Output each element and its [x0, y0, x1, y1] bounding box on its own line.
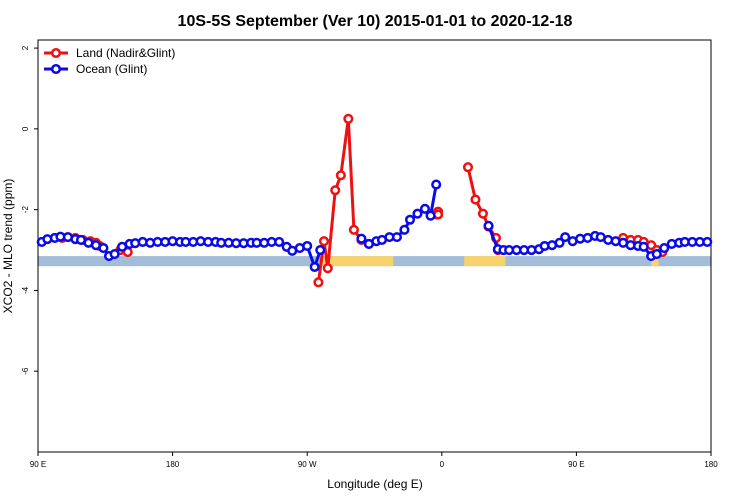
data-point-0-5-2 — [477, 208, 488, 219]
data-point-1-1-7 — [404, 214, 416, 225]
data-point-1-2-25 — [659, 242, 670, 254]
x-tick-label-2: 90 W — [298, 460, 317, 469]
data-point-1-1-0 — [356, 233, 367, 244]
data-point-0-2-6 — [348, 224, 359, 235]
land-band-1 — [464, 256, 506, 267]
chart-title: 10S-5S September (Ver 10) 2015-01-01 to … — [178, 13, 573, 30]
plot-frame — [37, 39, 712, 453]
land-band-0 — [322, 256, 394, 267]
data-point-1-0-34 — [274, 236, 285, 248]
y-axis: 2 0 -2 -4 -6 — [21, 45, 38, 375]
data-point-0-5-0 — [462, 162, 474, 173]
y-tick-label-3: -4 — [21, 286, 30, 294]
legend-label-1: Ocean (Glint) — [76, 62, 147, 76]
legend-marker-0 — [50, 47, 62, 59]
x-tick-label-0: 90 E — [30, 460, 46, 469]
data-point-1-2-31 — [702, 236, 713, 248]
y-tick-label-1: 0 — [21, 126, 30, 131]
data-point-1-0-11 — [109, 249, 120, 260]
y-tick-label-4: -6 — [21, 367, 30, 375]
x-tick-label-1: 180 — [166, 460, 180, 469]
data-point-1-1-5 — [391, 232, 402, 243]
x-axis: 90 E 180 90 W 0 90 E 180 — [30, 452, 718, 469]
data-point-1-1-11 — [431, 179, 442, 190]
x-tick-label-3: 0 — [440, 460, 445, 469]
legend-label-0: Land (Nadir&Glint) — [76, 46, 175, 60]
data-point-1-1-10 — [425, 210, 436, 221]
data-point-1-2-11 — [560, 232, 571, 243]
data-point-0-2-5 — [343, 113, 354, 124]
y-axis-label: XCO2 - MLO trend (ppm) — [1, 179, 15, 314]
y-tick-label-2: -2 — [21, 206, 30, 214]
data-point-1-0-39 — [309, 261, 320, 273]
data-point-0-2-4 — [335, 170, 346, 181]
legend-marker-1 — [50, 63, 62, 75]
data-point-1-2-24 — [651, 249, 662, 260]
data-point-1-2-10 — [554, 237, 565, 248]
data-point-0-2-3 — [330, 185, 341, 196]
y-tick-label-0: 2 — [21, 45, 30, 50]
data-point-1-2-0 — [483, 220, 494, 231]
legend: Land (Nadir&Glint) Ocean (Glint) — [44, 46, 175, 76]
data-point-1-1-6 — [399, 224, 410, 235]
data-point-1-1-9 — [419, 203, 431, 214]
series-ocean — [36, 179, 713, 273]
data-point-1-0-40 — [315, 244, 326, 256]
data-point-1-2-22 — [638, 241, 649, 252]
data-point-1-0-9 — [98, 242, 109, 254]
data-point-0-5-1 — [470, 194, 481, 205]
surface-band — [38, 256, 711, 267]
data-point-1-0-38 — [302, 240, 313, 252]
series-layer — [36, 113, 713, 288]
x-axis-label: Longitude (deg E) — [327, 477, 422, 491]
data-point-1-1-8 — [412, 208, 423, 219]
land-band-2 — [651, 256, 659, 267]
data-point-0-2-2 — [322, 263, 333, 274]
x-tick-label-4: 90 E — [568, 460, 584, 469]
data-point-0-2-0 — [313, 277, 324, 288]
x-tick-label-5: 180 — [704, 460, 718, 469]
data-point-0-2-1 — [318, 236, 330, 247]
